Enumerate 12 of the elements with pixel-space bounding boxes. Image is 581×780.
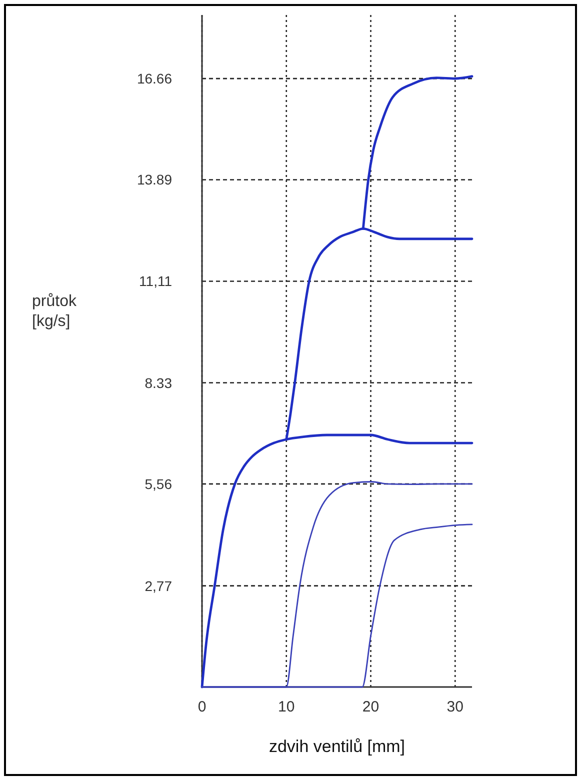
y-axis-title: průtok [kg/s] <box>32 293 78 330</box>
x-tick-label: 10 <box>278 698 295 716</box>
x-tick-label: 20 <box>362 698 380 716</box>
y-tick-label: 2,77 <box>144 578 172 594</box>
y-tick-label: 5,56 <box>144 476 172 492</box>
y-tick-label: 8.33 <box>144 374 172 391</box>
y-tick-label: 13.89 <box>136 172 172 188</box>
y-tick-label: 11,11 <box>139 273 172 290</box>
y-tick-label: 16.66 <box>136 70 172 87</box>
x-axis-title: zdvih ventilů [mm] <box>268 737 406 756</box>
x-tick-label: 30 <box>446 698 464 716</box>
x-tick-label: 0 <box>198 698 206 716</box>
